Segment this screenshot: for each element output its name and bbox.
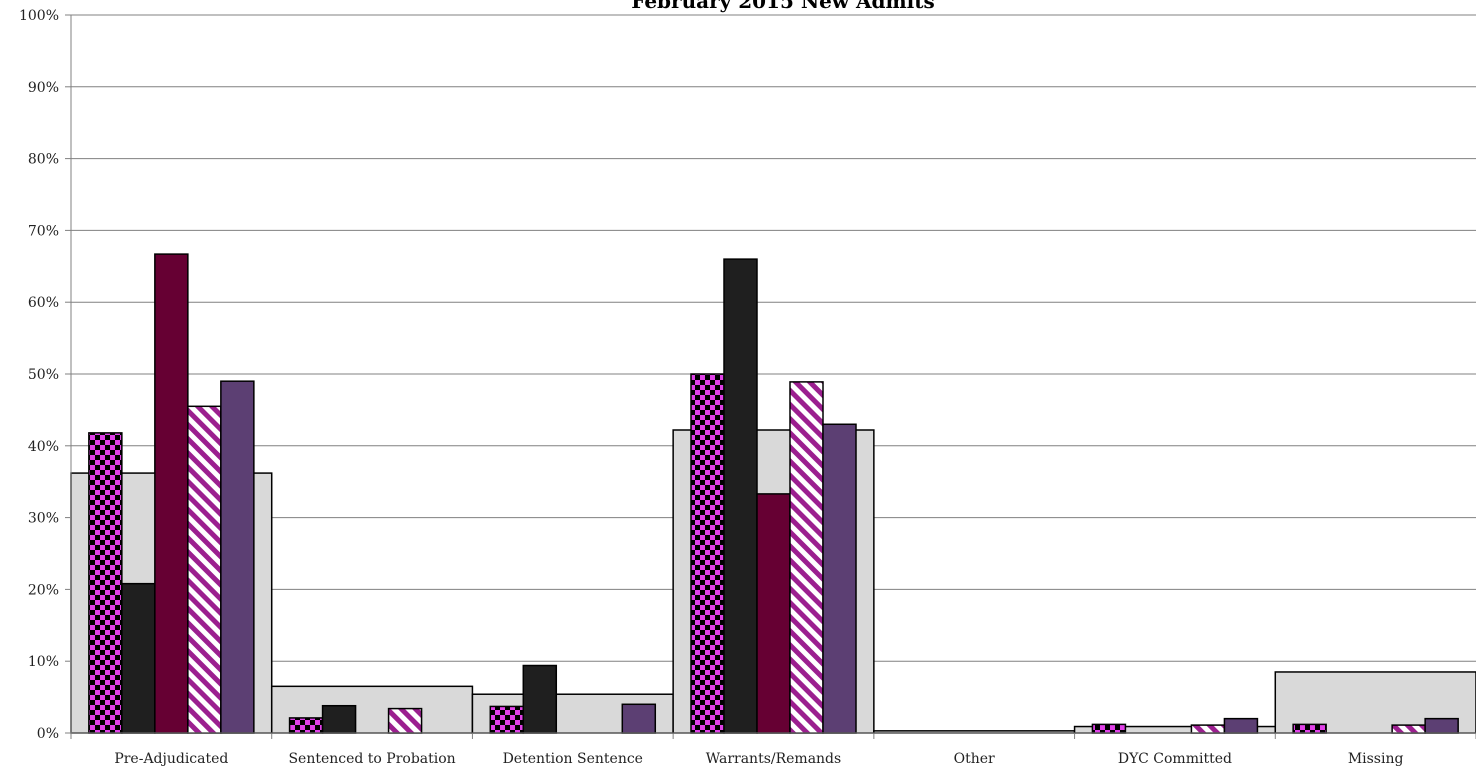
y-tick-label: 70% — [28, 223, 59, 239]
series-bar — [1391, 724, 1426, 734]
y-tick-label: 60% — [28, 295, 59, 311]
series-bar — [789, 381, 824, 734]
y-tick-label: 40% — [28, 439, 59, 455]
y-tick-label: 10% — [28, 654, 59, 670]
y-tick-label: 0% — [37, 726, 59, 742]
series-bar — [321, 704, 357, 734]
y-tick-label: 50% — [28, 367, 59, 383]
series-bar — [822, 423, 857, 734]
series-bar — [88, 432, 123, 734]
y-tick-label: 100% — [19, 8, 59, 24]
series-bar — [220, 380, 255, 734]
series-bar — [121, 582, 156, 734]
series-bar — [1190, 724, 1226, 734]
series-bar — [522, 664, 558, 734]
x-tick-label: Other — [954, 751, 995, 767]
x-tick-label: Sentenced to Probation — [288, 751, 455, 767]
x-tick-label: Pre-Adjudicated — [114, 751, 228, 767]
series-bar — [1091, 723, 1127, 734]
x-tick-label: DYC Committed — [1118, 751, 1232, 767]
chart-title: February 2015 New Admits — [631, 0, 935, 13]
x-tick-label: Warrants/Remands — [706, 751, 841, 767]
y-tick-label: 90% — [28, 80, 59, 96]
x-tick-label: Missing — [1348, 751, 1404, 767]
series-bar — [489, 705, 525, 734]
y-tick-label: 30% — [28, 511, 59, 527]
series-bar — [723, 258, 758, 734]
series-bar — [756, 493, 791, 734]
y-tick-label: 20% — [28, 582, 59, 598]
y-tick-label: 80% — [28, 152, 59, 168]
series-bar — [621, 703, 657, 734]
series-bar — [154, 253, 189, 734]
series-bar — [288, 717, 324, 734]
series-bar — [690, 373, 725, 734]
series-bar — [1424, 717, 1459, 734]
series-bar — [187, 405, 222, 734]
series-bar — [387, 707, 423, 734]
series-bar — [1223, 717, 1259, 734]
series-bar — [1292, 723, 1327, 734]
axes — [65, 14, 1476, 739]
x-tick-label: Detention Sentence — [503, 751, 643, 767]
gridlines — [71, 14, 1476, 662]
tick-labels: 0% 10% 20% 30% 40% 50% 60% 70% 80% 90% 100% Pre-Adj… — [19, 8, 1404, 767]
